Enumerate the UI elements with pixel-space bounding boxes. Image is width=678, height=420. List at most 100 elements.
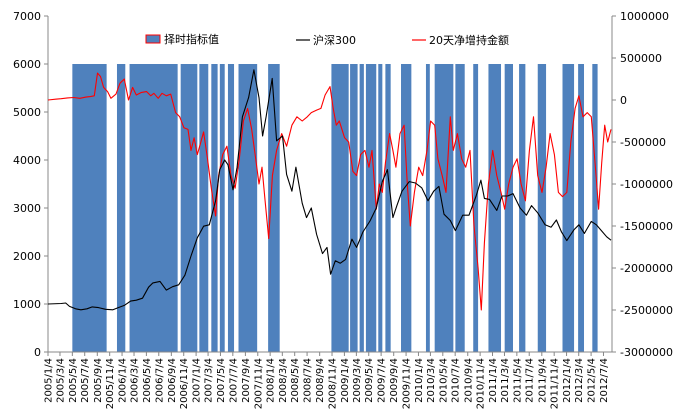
timing-bar — [129, 64, 178, 352]
timing-bar — [385, 64, 391, 352]
x-tick-label: 2010/7/4 — [451, 358, 462, 403]
x-tick-label: 2011/1/4 — [488, 358, 499, 403]
x-tick-label: 2011/9/4 — [537, 358, 548, 403]
x-tick-label: 2006/5/4 — [142, 358, 153, 403]
legend: 择时指标值 沪深300 20天净增持金额 — [145, 32, 509, 47]
timing-bar — [504, 64, 513, 352]
x-tick-label: 2011/5/4 — [512, 358, 523, 403]
timing-bar — [116, 64, 126, 352]
x-tick-label: 2010/11/4 — [476, 358, 487, 409]
x-tick-label: 2007/3/4 — [204, 358, 215, 403]
x-tick-label: 2010/3/4 — [426, 358, 437, 403]
y-left-tick-label: 3000 — [13, 202, 41, 215]
timing-bar — [365, 64, 377, 352]
x-tick-label: 2005/9/4 — [93, 358, 104, 403]
y-left-tick-label: 7000 — [13, 10, 41, 23]
x-tick-label: 2010/1/4 — [414, 358, 425, 403]
x-tick-label: 2009/3/4 — [352, 358, 363, 403]
timing-bar — [473, 64, 479, 352]
x-tick-label: 2006/3/4 — [130, 358, 141, 403]
hs300-line — [47, 69, 612, 311]
y-right-tick-label: -3000000 — [620, 346, 673, 359]
x-tick-label: 2008/7/4 — [303, 358, 314, 403]
legend-label-netbuy: 20天净增持金额 — [429, 33, 509, 47]
y-right-tick-label: -1000000 — [620, 178, 673, 191]
timing-indicator-bars — [72, 64, 598, 352]
timing-bar — [519, 64, 526, 352]
timing-bar — [455, 64, 465, 352]
x-tick-label: 2009/11/4 — [402, 358, 413, 409]
y-right-tick-label: -2000000 — [620, 262, 673, 275]
x-tick-label: 2008/1/4 — [266, 358, 277, 403]
timing-bar — [227, 64, 235, 352]
x-tick-label: 2011/3/4 — [500, 358, 511, 403]
x-tick-label: 2007/9/4 — [241, 358, 252, 403]
x-tick-label: 2009/9/4 — [389, 358, 400, 403]
timing-bar — [238, 64, 258, 352]
timing-bar — [401, 64, 412, 352]
timing-bar — [331, 64, 349, 352]
x-tick-label: 2006/11/4 — [179, 358, 190, 409]
x-tick-label: 2005/11/4 — [105, 358, 116, 409]
legend-label-timing: 择时指标值 — [164, 32, 219, 46]
timing-bar — [268, 64, 280, 352]
timing-bar — [378, 64, 383, 352]
x-tick-label: 2011/7/4 — [525, 358, 536, 403]
y-left-tick-label: 6000 — [13, 58, 41, 71]
x-tick-label: 2006/1/4 — [118, 358, 129, 403]
chart-lines — [47, 69, 612, 311]
x-tick-label: 2007/1/4 — [192, 358, 203, 403]
y-right-tick-label: -1500000 — [620, 220, 673, 233]
x-tick-label: 2012/1/4 — [562, 358, 573, 403]
timing-bar — [180, 64, 198, 352]
x-tick-label: 2011/11/4 — [550, 358, 561, 409]
x-tick-label: 2009/1/4 — [340, 358, 351, 403]
y-left-tick-label: 4000 — [13, 154, 41, 167]
x-tick-label: 2010/5/4 — [438, 358, 449, 403]
timing-bar — [72, 64, 107, 352]
chart-axes: 0 1000 2000 3000 4000 5000 6000 7000 -3000000 -25… — [13, 10, 673, 409]
x-tick-label: 2012/7/4 — [599, 358, 610, 403]
x-tick-label: 2008/9/4 — [315, 358, 326, 403]
x-tick-label: 2009/7/4 — [377, 358, 388, 403]
timing-bar — [592, 64, 598, 352]
y-right-tick-label: 500000 — [620, 52, 662, 65]
x-tick-label: 2008/11/4 — [328, 358, 339, 409]
x-tick-label: 2012/5/4 — [587, 358, 598, 403]
y-left-tick-label: 5000 — [13, 106, 41, 119]
timing-bar — [537, 64, 547, 352]
y-right-tick-label: 1000000 — [620, 10, 669, 23]
y-left-tick-label: 2000 — [13, 250, 41, 263]
timing-bar — [562, 64, 575, 352]
timing-bar — [199, 64, 209, 352]
x-tick-label: 2008/3/4 — [278, 358, 289, 403]
y-right-tick-label: 0 — [620, 94, 627, 107]
legend-swatch-timing — [145, 34, 161, 44]
x-tick-label: 2005/5/4 — [68, 358, 79, 403]
y-left-tick-label: 1000 — [13, 298, 41, 311]
x-tick-label: 2006/9/4 — [167, 358, 178, 403]
y-right-tick-label: -2500000 — [620, 304, 673, 317]
x-tick-label: 2005/3/4 — [55, 358, 66, 403]
x-tick-label: 2010/9/4 — [463, 358, 474, 403]
x-tick-label: 2005/7/4 — [80, 358, 91, 403]
x-tick-label: 2009/5/4 — [364, 358, 375, 403]
timing-bar — [359, 64, 364, 352]
y-left-tick-label: 0 — [34, 346, 41, 359]
timing-bar — [425, 64, 430, 352]
x-tick-label: 2005/1/4 — [44, 358, 55, 403]
y-right-tick-label: -500000 — [620, 136, 666, 149]
x-tick-label: 2012/3/4 — [574, 358, 585, 403]
timing-bar — [578, 64, 585, 352]
x-tick-label: 2007/11/4 — [253, 358, 264, 409]
x-tick-label: 2008/5/4 — [290, 358, 301, 403]
timing-bar — [219, 64, 225, 352]
x-tick-label: 2007/7/4 — [228, 358, 239, 403]
x-tick-label: 2007/5/4 — [216, 358, 227, 403]
netbuy-line — [47, 72, 612, 311]
timing-bar — [350, 64, 358, 352]
x-tick-label: 2006/7/4 — [154, 358, 165, 403]
timing-bar — [434, 64, 454, 352]
legend-label-hs300: 沪深300 — [313, 33, 356, 47]
